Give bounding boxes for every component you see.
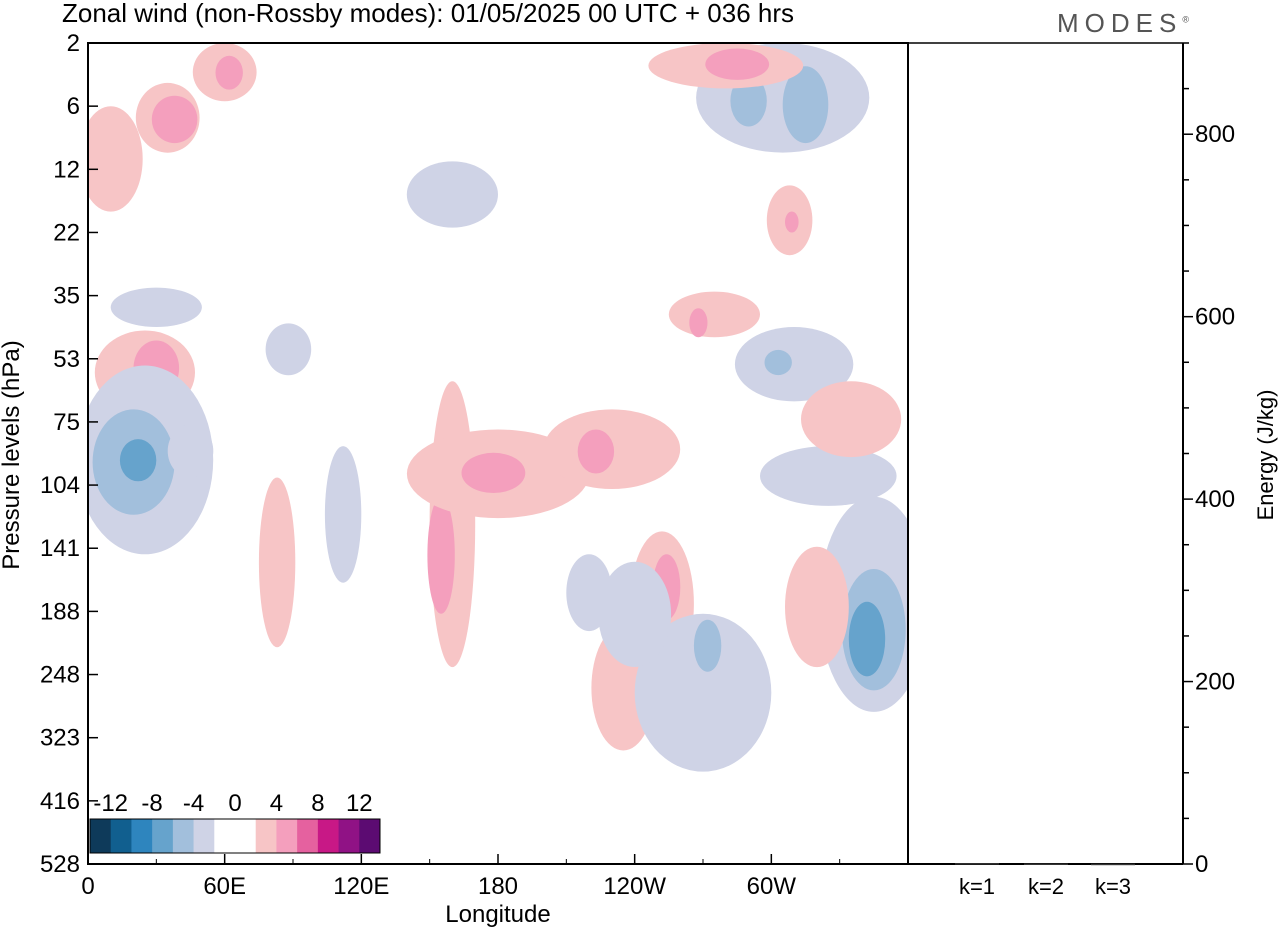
contour-layer	[88, 43, 908, 772]
colorbar-swatch	[235, 819, 257, 853]
energy-tick-label: 200	[1195, 669, 1235, 696]
y-tick-label: 12	[53, 156, 80, 183]
y-tick-label: 141	[40, 535, 80, 562]
contour-region	[693, 619, 722, 672]
colorbar-swatch	[297, 819, 319, 853]
y-axis-label: Pressure levels (hPa)	[0, 340, 25, 569]
contour-region	[598, 561, 672, 668]
x-tick-label: 60E	[203, 873, 246, 900]
contour-region	[461, 452, 526, 493]
contour-region	[406, 161, 498, 228]
energy-tick-label: 400	[1195, 486, 1235, 513]
energy-bar	[955, 863, 999, 865]
y-tick-label: 53	[53, 346, 80, 373]
contour-region	[848, 601, 886, 677]
colorbar-swatch	[214, 819, 236, 853]
colorbar-label: 8	[311, 790, 324, 817]
contour-region	[734, 327, 854, 402]
contour-region	[785, 546, 849, 668]
colorbar-swatch	[338, 819, 360, 853]
contour-region	[760, 446, 897, 506]
colorbar-swatch	[90, 819, 112, 853]
energy-axis-label: Energy (J/kg)	[1253, 390, 1278, 521]
contour-region	[782, 66, 829, 144]
brand-mark: ®	[1182, 14, 1189, 25]
colorbar-swatch	[110, 819, 132, 853]
y-tick-label: 248	[40, 662, 80, 689]
energy-category-label: k=2	[1028, 874, 1064, 899]
contour-region	[427, 496, 455, 614]
brand-logo: MODES®	[1057, 8, 1189, 39]
brand-name: MODES	[1057, 8, 1183, 38]
y-tick-label: 35	[53, 283, 80, 310]
x-tick-label: 120W	[603, 873, 666, 900]
contour-region	[634, 613, 772, 772]
chart-title: Zonal wind (non-Rossby modes): 01/05/202…	[62, 0, 794, 28]
contour-region	[110, 287, 202, 327]
colorbar-swatch	[359, 819, 381, 853]
x-tick-label: 120E	[333, 873, 389, 900]
x-axis-label: Longitude	[445, 901, 550, 928]
contour-region	[577, 429, 615, 474]
energy-tick-label: 0	[1195, 851, 1208, 878]
y-tick-label: 2	[67, 30, 80, 57]
y-tick-label: 323	[40, 725, 80, 752]
energy-panel: 0 200 400 600 800 k=1 k=2 k=3	[955, 42, 1235, 899]
contour-region	[265, 323, 312, 376]
contour-region	[785, 211, 799, 233]
colorbar-frame	[89, 818, 381, 854]
y-tick-label: 6	[67, 93, 80, 120]
colorbar-label: -4	[183, 790, 204, 817]
colorbar: -12 -8 -4 0 4 8 12	[89, 790, 381, 854]
colorbar-label: 4	[270, 790, 283, 817]
colorbar-swatch	[317, 819, 339, 853]
contour-region	[668, 291, 761, 338]
y-tick-label: 188	[40, 598, 80, 625]
y-axis: 2 6 12 22 35 53 75 104 141 188 248 323 416 528	[40, 30, 98, 878]
contour-region	[689, 308, 708, 338]
colorbar-swatch	[131, 819, 153, 853]
contour-region	[764, 349, 792, 376]
contour-region	[167, 424, 214, 478]
contour-region	[215, 55, 243, 90]
contour-region	[88, 106, 143, 212]
x-axis: 0 60E 120E 180 120W 60W	[81, 854, 841, 900]
colorbar-swatch	[172, 819, 194, 853]
contour-region	[566, 554, 612, 632]
colorbar-label: -12	[93, 790, 128, 817]
colorbar-swatch	[152, 819, 174, 853]
colorbar-label: -8	[141, 790, 162, 817]
contour-region	[258, 477, 296, 648]
x-tick-label: 180	[478, 873, 518, 900]
energy-category-label: k=3	[1095, 874, 1131, 899]
colorbar-swatch	[193, 819, 215, 853]
contour-region	[801, 381, 902, 458]
energy-bar	[1024, 863, 1068, 865]
energy-tick-label: 800	[1195, 121, 1235, 148]
contour-region	[324, 446, 362, 583]
energy-bar	[1091, 863, 1135, 866]
energy-category-label: k=1	[959, 874, 995, 899]
colorbar-swatch	[255, 819, 277, 853]
y-tick-label: 416	[40, 788, 80, 815]
colorbar-swatch	[276, 819, 298, 853]
contour-region	[705, 48, 770, 80]
x-tick-label: 60W	[747, 873, 797, 900]
y-tick-label: 528	[40, 851, 80, 878]
energy-tick-label: 600	[1195, 304, 1235, 331]
colorbar-label: 12	[346, 790, 373, 817]
y-tick-label: 75	[53, 409, 80, 436]
y-tick-label: 104	[40, 472, 80, 499]
colorbar-label: 0	[228, 790, 241, 817]
y-tick-label: 22	[53, 219, 80, 246]
x-tick-label: 0	[81, 873, 94, 900]
contour-region	[151, 95, 198, 144]
contour-region	[119, 439, 157, 482]
